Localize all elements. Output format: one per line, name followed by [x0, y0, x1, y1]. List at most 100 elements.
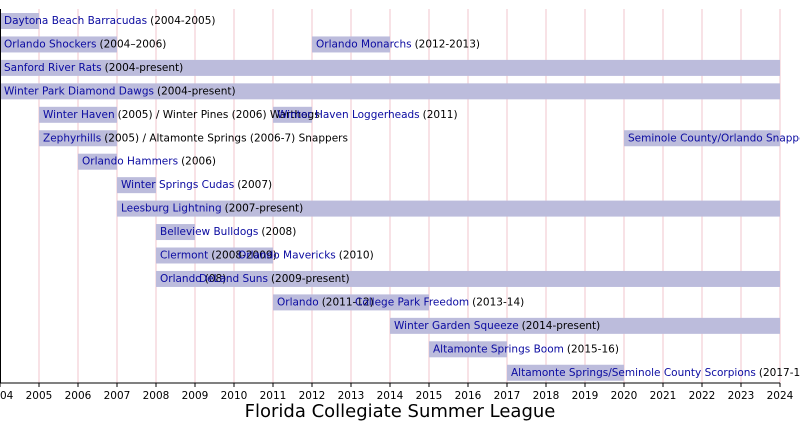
team-name: Orlando — [277, 296, 319, 308]
team-note: (2011) — [423, 109, 458, 121]
team-note: (2004–2006) — [100, 38, 167, 50]
team-name: Winter Park Diamond Dawgs — [4, 85, 154, 97]
team-name: Zephyrhills — [43, 132, 101, 144]
team-name: Winter Garden Squeeze — [394, 320, 519, 332]
bar-label: Winter Park Diamond Dawgs (2004-present) — [4, 85, 236, 97]
bar-label: Orlando Mavericks (2010) — [238, 250, 374, 262]
bar — [624, 130, 780, 147]
x-tick-label: 2023 — [728, 390, 755, 402]
team-name: Sanford River Rats — [4, 62, 102, 74]
bar — [0, 59, 780, 76]
bar-label: Zephyrhills (2005) / Altamonte Springs (2… — [43, 132, 348, 144]
x-tick-label: 2013 — [338, 390, 365, 402]
bar — [195, 270, 780, 287]
bar — [39, 106, 117, 123]
team-name: Seminole County/Orlando Snappers — [628, 132, 800, 144]
team-name: Altamonte Springs Boom — [433, 343, 564, 355]
x-tick-label: 2010 — [221, 390, 248, 402]
x-tick-label: 2014 — [377, 390, 404, 402]
x-tick-label: 2016 — [455, 390, 482, 402]
bar — [273, 106, 312, 123]
team-name: Orlando — [160, 273, 202, 285]
bar-label: Orlando (08) — [160, 273, 226, 285]
bar — [39, 130, 117, 147]
bar-label: Clermont (2008-2009) — [160, 250, 277, 262]
team-note: (2011-12) — [322, 296, 374, 308]
team-name: Leesburg Lightning — [121, 203, 222, 215]
team-note: (2004-present) — [105, 62, 184, 74]
bar-label: Winter Haven Loggerheads (2011) — [277, 109, 458, 121]
x-tick-label: 2017 — [494, 390, 521, 402]
team-name: Daytona Beach Barracudas — [4, 15, 147, 27]
bar — [117, 200, 780, 217]
bar-label: Orlando (2011-12) — [277, 296, 374, 308]
labels: Daytona Beach Barracudas (2004-2005) Orlan… — [4, 15, 800, 379]
bar-label: Altamonte Springs Boom (2015-16) — [433, 343, 619, 355]
x-tick-label: 2007 — [104, 390, 131, 402]
bar-label: Altamonte Springs/Seminole County Scorpi… — [511, 367, 800, 379]
team-name: Clermont — [160, 250, 208, 262]
team-note: (2009-present) — [271, 273, 350, 285]
bar-label: Leesburg Lightning (2007-present) — [121, 203, 303, 215]
bar-label: Belleview Bulldogs (2008) — [160, 226, 296, 238]
team-note: (2012-2013) — [415, 38, 480, 50]
chart-title: Florida Collegiate Summer League — [245, 401, 556, 422]
team-note: (2008-2009) — [211, 250, 276, 262]
x-tick-label: 2018 — [533, 390, 560, 402]
bar — [156, 247, 234, 264]
bar-label: Orlando Shockers (2004–2006) — [4, 38, 166, 50]
team-name: Belleview Bulldogs — [160, 226, 258, 238]
team-note: (2006) — [181, 156, 216, 168]
bar — [312, 36, 390, 53]
team-note: (2015-16) — [567, 343, 619, 355]
x-tick-label: 2011 — [260, 390, 287, 402]
bar — [0, 36, 117, 53]
team-note: (2007) — [237, 179, 272, 191]
x-tick-label: 2008 — [143, 390, 170, 402]
team-note: (2014-present) — [522, 320, 601, 332]
bar-label: Winter Haven (2005) / Winter Pines (2006)… — [43, 109, 320, 121]
team-name: College Park Freedom — [355, 296, 469, 308]
team-name: Orlando Mavericks — [238, 250, 336, 262]
x-tick-label: 2019 — [572, 390, 599, 402]
bar-label: Winter Garden Squeeze (2014-present) — [394, 320, 600, 332]
x-tick-label: 2022 — [689, 390, 716, 402]
bar — [351, 294, 429, 311]
team-name: Altamonte Springs/Seminole County Scorpi… — [511, 367, 756, 379]
team-name: Winter Haven — [43, 109, 115, 121]
x-tick-label: 2009 — [182, 390, 209, 402]
team-name: Orlando Shockers — [4, 38, 97, 50]
team-note: (2004-2005) — [150, 15, 215, 27]
bar — [156, 270, 195, 287]
bar — [0, 13, 39, 29]
bar-label: Winter Springs Cudas (2007) — [121, 179, 272, 191]
x-tick-label: 2005 — [26, 390, 53, 402]
team-note: (2004-present) — [157, 85, 236, 97]
team-note: (2010) — [339, 250, 374, 262]
bar-label: Daytona Beach Barracudas (2004-2005) — [4, 15, 216, 27]
team-name: Winter Springs Cudas — [121, 179, 234, 191]
x-tick-label: 2006 — [65, 390, 92, 402]
team-name: Orlando Monarchs — [316, 38, 412, 50]
team-note: (08) — [205, 273, 227, 285]
team-note: (2017-19) — [759, 367, 800, 379]
team-name: Winter Haven Loggerheads — [277, 109, 420, 121]
x-tick-label: 2024 — [767, 390, 794, 402]
team-note: (2005) / Winter Pines (2006) Warthogs — [118, 109, 320, 121]
bar — [273, 294, 351, 311]
bar-label: DeLand Suns (2009-present) — [199, 273, 350, 285]
team-note: (2007-present) — [225, 203, 304, 215]
bar — [390, 317, 780, 334]
bar-label: Orlando Hammers (2006) — [82, 156, 216, 168]
bar — [429, 341, 507, 358]
bar — [117, 177, 156, 194]
x-tick-label: 2015 — [416, 390, 443, 402]
bar — [156, 224, 195, 241]
team-note: (2008) — [261, 226, 296, 238]
bar-label: College Park Freedom (2013-14) — [355, 296, 524, 308]
bar — [78, 153, 117, 170]
x-tick-label: 2021 — [650, 390, 677, 402]
x-tick-label: 2012 — [299, 390, 326, 402]
